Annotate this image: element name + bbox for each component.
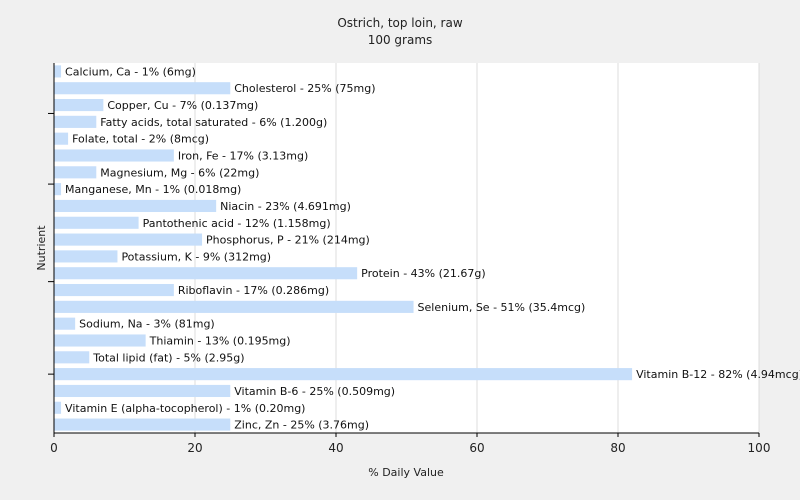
bar <box>54 401 62 414</box>
x-tick-label: 0 <box>50 441 58 455</box>
bar <box>54 115 97 128</box>
bar-label: Thiamin - 13% (0.195mg) <box>149 335 291 348</box>
axis-ticks: 0 20 40 60 80 100 <box>48 112 771 455</box>
bar-label: Vitamin B-12 - 82% (4.94mcg) <box>636 368 800 381</box>
bar <box>54 82 231 95</box>
bar-label: Selenium, Se - 51% (35.4mcg) <box>418 301 586 314</box>
bar <box>54 250 118 263</box>
bar <box>54 65 62 78</box>
bar <box>54 300 414 313</box>
bars <box>54 65 633 431</box>
bar <box>54 317 76 330</box>
bar <box>54 166 97 179</box>
bar-label: Calcium, Ca - 1% (6mg) <box>65 65 196 78</box>
x-tick-label: 60 <box>469 441 484 455</box>
bar-label: Phosphorus, P - 21% (214mg) <box>206 234 370 247</box>
bar-label: Vitamin B-6 - 25% (0.509mg) <box>234 385 395 398</box>
bar-label: Vitamin E (alpha-tocopherol) - 1% (0.20m… <box>65 402 305 415</box>
y-axis-title: Nutrient <box>35 225 48 271</box>
bar <box>54 183 62 196</box>
bar <box>54 283 174 297</box>
bar <box>54 216 139 229</box>
bar-label: Folate, total - 2% (8mcg) <box>72 133 209 146</box>
bar-label: Sodium, Na - 3% (81mg) <box>79 318 215 331</box>
bar-label: Manganese, Mn - 1% (0.018mg) <box>65 183 241 196</box>
bar-label: Copper, Cu - 7% (0.137mg) <box>107 99 258 112</box>
bar-label: Niacin - 23% (4.691mg) <box>220 200 351 213</box>
x-tick-label: 100 <box>748 441 771 455</box>
bar <box>54 149 174 162</box>
bar <box>54 334 146 347</box>
x-tick-label: 80 <box>610 441 625 455</box>
bar-label: Potassium, K - 9% (312mg) <box>121 250 271 263</box>
bar-label: Fatty acids, total saturated - 6% (1.200… <box>100 116 327 129</box>
bar-label: Protein - 43% (21.67g) <box>361 267 486 280</box>
bar-label: Iron, Fe - 17% (3.13mg) <box>178 150 308 163</box>
bar-label: Total lipid (fat) - 5% (2.95g) <box>92 351 244 364</box>
bar-labels: Calcium, Ca - 1% (6mg) Cholesterol - 25% … <box>65 65 800 431</box>
bar <box>54 418 231 431</box>
bar <box>54 267 358 280</box>
bar <box>54 199 217 213</box>
bar-label: Pantothenic acid - 12% (1.158mg) <box>143 217 331 230</box>
x-axis-title: % Daily Value <box>368 466 444 479</box>
bar-label: Zinc, Zn - 25% (3.76mg) <box>234 419 369 432</box>
chart-title: Ostrich, top loin, raw <box>337 16 463 30</box>
bar <box>54 233 203 246</box>
chart-subtitle: 100 grams <box>368 33 433 47</box>
bar-label: Riboflavin - 17% (0.286mg) <box>178 284 329 297</box>
x-tick-label: 20 <box>187 441 202 455</box>
bar-label: Cholesterol - 25% (75mg) <box>234 82 375 95</box>
bar <box>54 368 633 381</box>
bar <box>54 98 104 112</box>
bar <box>54 351 90 364</box>
bar-label: Magnesium, Mg - 6% (22mg) <box>100 166 259 179</box>
x-tick-label: 40 <box>328 441 343 455</box>
bar <box>54 132 69 145</box>
bar <box>54 384 231 398</box>
